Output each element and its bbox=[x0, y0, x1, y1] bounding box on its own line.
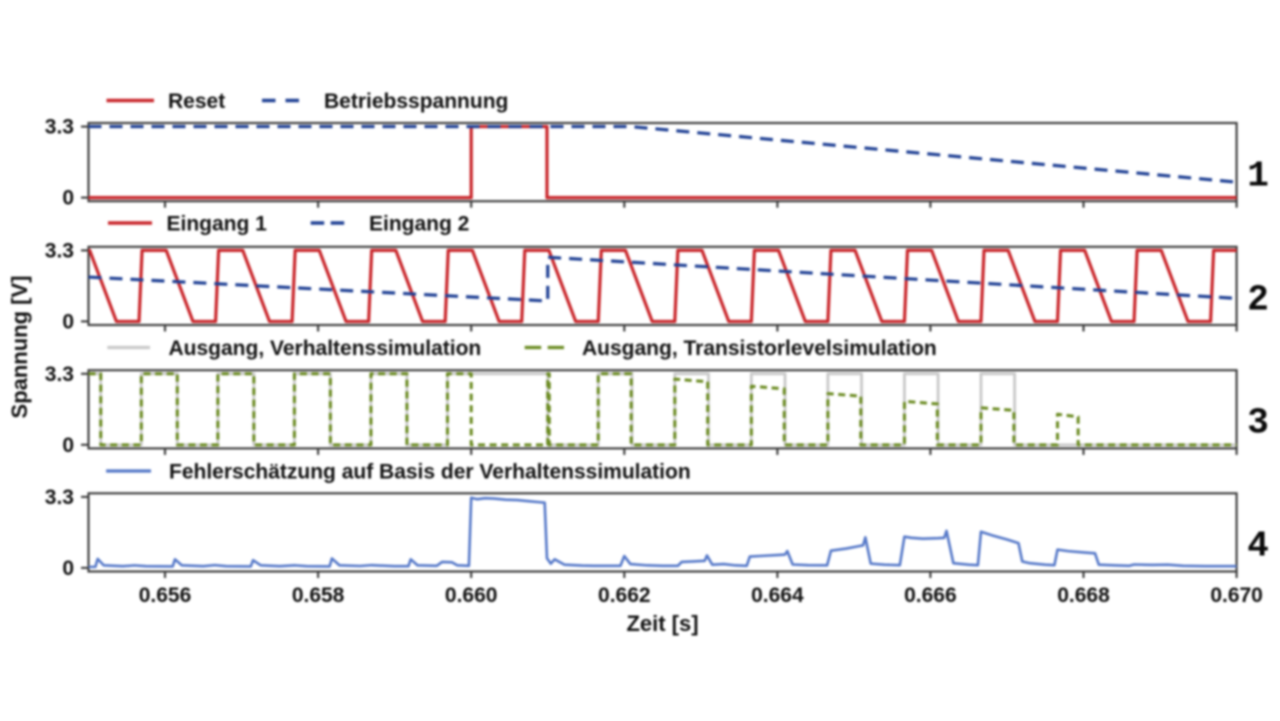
svg-text:3.3: 3.3 bbox=[45, 486, 74, 509]
svg-text:4: 4 bbox=[1247, 526, 1269, 567]
svg-text:Fehlerschätzung auf Basis der: Fehlerschätzung auf Basis der Verhaltens… bbox=[169, 461, 691, 484]
svg-text:Zeit [s]: Zeit [s] bbox=[626, 611, 698, 636]
svg-text:0.662: 0.662 bbox=[598, 584, 651, 607]
svg-text:0.660: 0.660 bbox=[445, 584, 498, 607]
svg-text:Eingang 1: Eingang 1 bbox=[167, 213, 268, 236]
svg-text:0.656: 0.656 bbox=[139, 584, 192, 607]
svg-text:Ausgang, Transistorlevelsimula: Ausgang, Transistorlevelsimulation bbox=[582, 337, 937, 360]
svg-text:Betriebsspannung: Betriebsspannung bbox=[324, 90, 508, 113]
svg-text:0: 0 bbox=[62, 434, 74, 457]
svg-text:0.666: 0.666 bbox=[904, 584, 957, 607]
svg-text:0.664: 0.664 bbox=[751, 584, 804, 607]
svg-text:Ausgang, Verhaltenssimulation: Ausgang, Verhaltenssimulation bbox=[169, 337, 482, 360]
svg-text:0.670: 0.670 bbox=[1210, 584, 1263, 607]
svg-text:0: 0 bbox=[62, 310, 74, 333]
svg-text:3.3: 3.3 bbox=[45, 363, 74, 386]
svg-text:0: 0 bbox=[62, 557, 74, 580]
svg-text:0.658: 0.658 bbox=[292, 584, 345, 607]
svg-text:Reset: Reset bbox=[168, 90, 225, 113]
svg-text:3.3: 3.3 bbox=[45, 239, 74, 262]
svg-text:3: 3 bbox=[1247, 403, 1269, 444]
svg-text:Spannung [V]: Spannung [V] bbox=[7, 276, 32, 419]
svg-text:Eingang 2: Eingang 2 bbox=[369, 213, 469, 236]
svg-text:0: 0 bbox=[62, 187, 74, 210]
svg-text:3.3: 3.3 bbox=[45, 116, 74, 139]
svg-text:0.668: 0.668 bbox=[1057, 584, 1110, 607]
svg-text:2: 2 bbox=[1247, 280, 1269, 321]
svg-text:1: 1 bbox=[1247, 156, 1269, 197]
